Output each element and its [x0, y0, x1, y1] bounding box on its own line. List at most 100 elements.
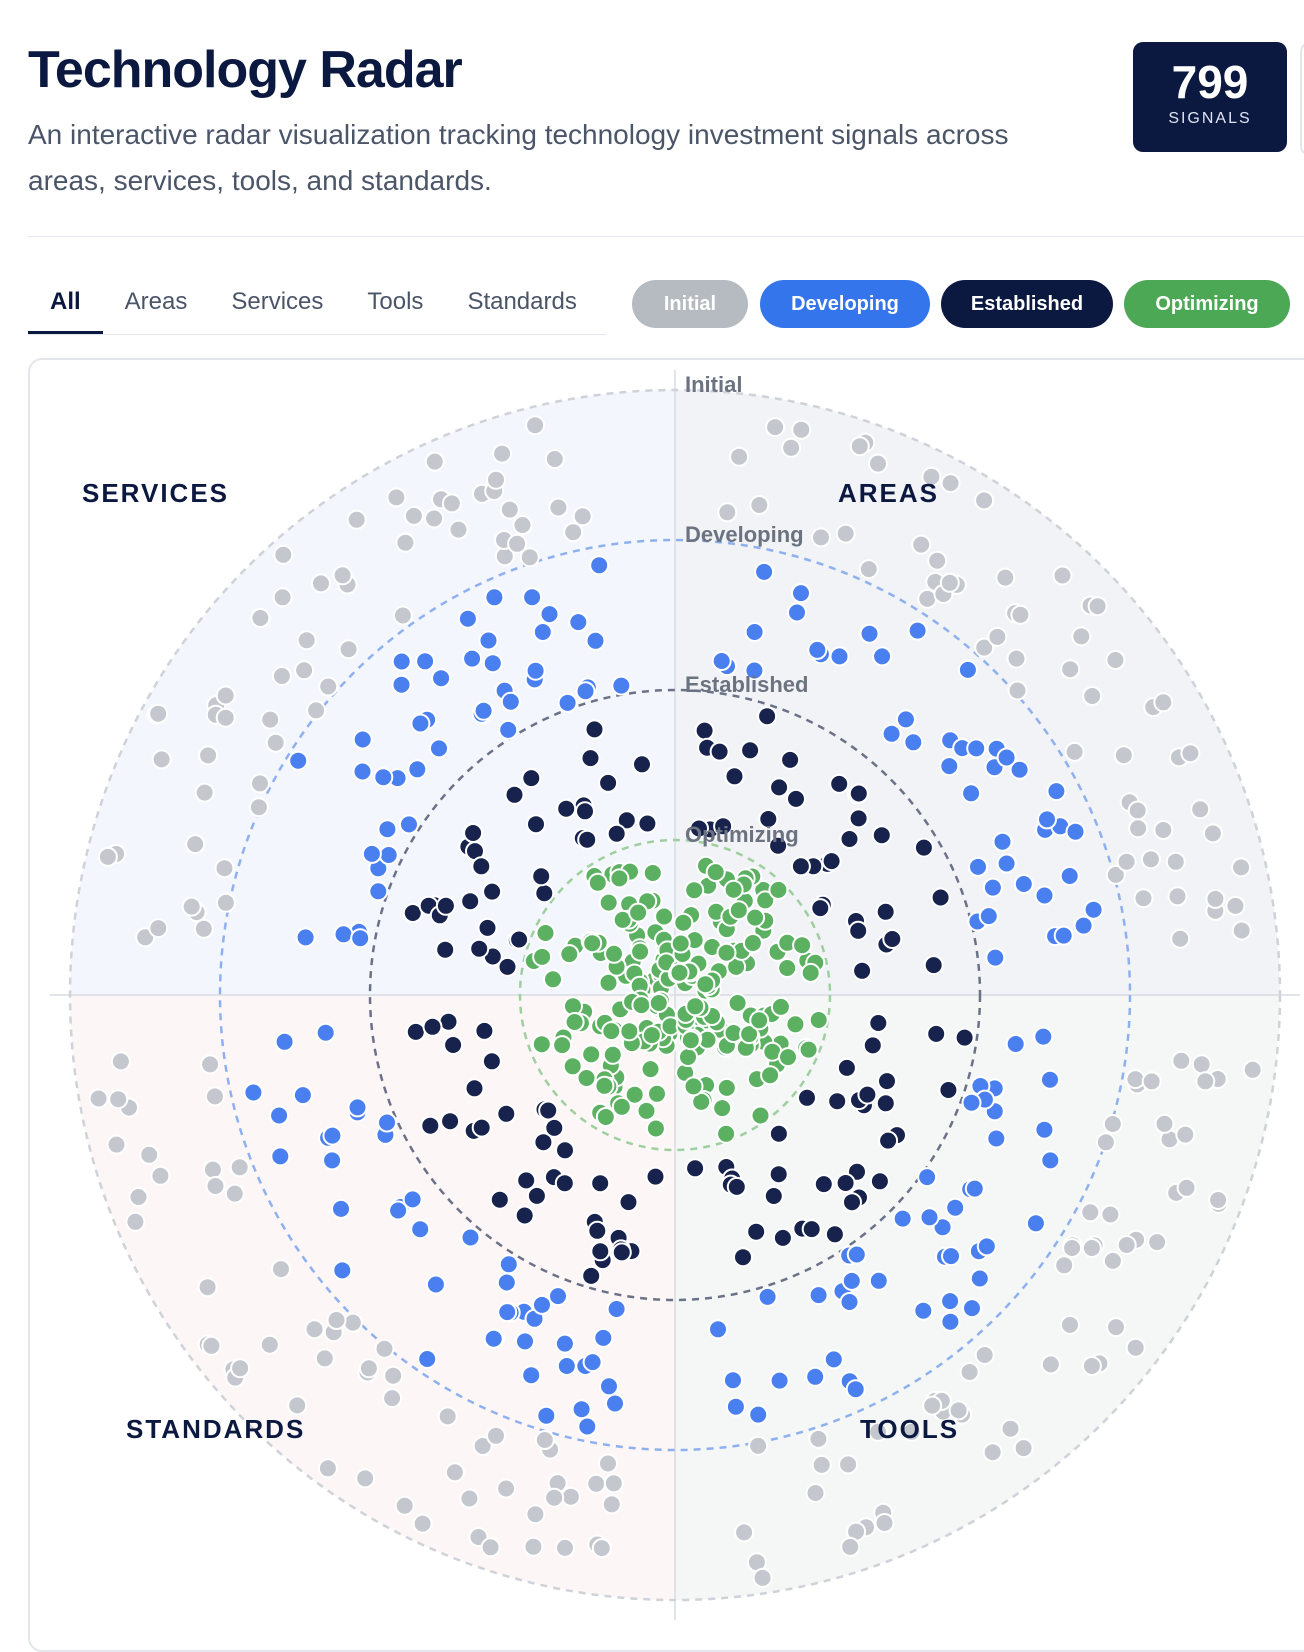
signal-dot-established[interactable]: [420, 1115, 441, 1136]
signal-dot-initial[interactable]: [874, 1513, 895, 1533]
signal-dot-developing[interactable]: [391, 651, 412, 672]
signal-dot-established[interactable]: [526, 814, 546, 835]
signal-dot-developing[interactable]: [846, 1244, 867, 1265]
signal-dot-initial[interactable]: [1006, 648, 1027, 669]
signal-dot-developing[interactable]: [1005, 1034, 1026, 1054]
signal-dot-optimizing[interactable]: [691, 1091, 712, 1112]
signal-dot-developing[interactable]: [769, 1370, 790, 1391]
signal-dot-established[interactable]: [954, 1027, 975, 1048]
signal-dot-initial[interactable]: [940, 473, 961, 494]
signal-dot-optimizing[interactable]: [684, 880, 705, 901]
signal-dot-established[interactable]: [829, 773, 850, 794]
signal-dot-developing[interactable]: [352, 761, 373, 782]
signal-dot-established[interactable]: [824, 1224, 845, 1245]
signal-dot-initial[interactable]: [748, 1435, 769, 1456]
signal-dot-established[interactable]: [878, 1130, 899, 1151]
signal-dot-established[interactable]: [848, 920, 869, 941]
signal-dot-developing[interactable]: [599, 1376, 619, 1397]
signal-dot-developing[interactable]: [711, 651, 732, 671]
signal-dot-optimizing[interactable]: [712, 1098, 733, 1119]
signal-dot-initial[interactable]: [108, 1089, 129, 1110]
signal-dot-optimizing[interactable]: [594, 1075, 615, 1096]
signal-dot-developing[interactable]: [417, 1349, 438, 1369]
signal-dot-developing[interactable]: [725, 1396, 746, 1417]
signal-dot-developing[interactable]: [845, 1379, 866, 1400]
signal-dot-initial[interactable]: [1140, 849, 1161, 870]
signal-dot-established[interactable]: [848, 808, 869, 829]
signal-dot-optimizing[interactable]: [598, 972, 619, 993]
signal-dot-initial[interactable]: [265, 732, 286, 753]
signal-dot-developing[interactable]: [515, 1331, 535, 1352]
signal-dot-developing[interactable]: [907, 620, 928, 641]
signal-dot-developing[interactable]: [723, 1370, 743, 1391]
signal-dot-developing[interactable]: [917, 1167, 938, 1188]
signal-dot-established[interactable]: [463, 823, 484, 843]
signal-dot-initial[interactable]: [911, 534, 932, 555]
signal-dot-established[interactable]: [871, 825, 892, 846]
signal-dot-developing[interactable]: [1040, 1150, 1061, 1171]
signal-dot-established[interactable]: [848, 783, 869, 804]
signal-dot-optimizing[interactable]: [785, 1014, 806, 1035]
signal-dot-optimizing[interactable]: [581, 1044, 602, 1065]
signal-dot-developing[interactable]: [996, 747, 1017, 768]
signal-dot-established[interactable]: [471, 856, 492, 877]
signal-dot-initial[interactable]: [250, 608, 271, 628]
signal-dot-initial[interactable]: [128, 1187, 149, 1207]
signal-dot-initial[interactable]: [106, 1134, 127, 1155]
signal-dot-developing[interactable]: [431, 668, 452, 689]
signal-dot-initial[interactable]: [230, 1358, 251, 1379]
signal-dot-developing[interactable]: [554, 1333, 575, 1354]
signal-dot-developing[interactable]: [985, 947, 1006, 968]
signal-dot-initial[interactable]: [995, 567, 1016, 588]
signal-dot-established[interactable]: [842, 1192, 862, 1213]
signal-dot-initial[interactable]: [1100, 1204, 1121, 1225]
signal-dot-developing[interactable]: [332, 1260, 353, 1281]
signal-dot-optimizing[interactable]: [564, 1012, 585, 1032]
signal-dot-established[interactable]: [477, 917, 498, 938]
signal-dot-established[interactable]: [836, 1057, 857, 1078]
signal-dot-developing[interactable]: [352, 729, 373, 750]
signal-dot-optimizing[interactable]: [670, 933, 691, 954]
signal-dot-initial[interactable]: [811, 1454, 832, 1475]
signal-dot-initial[interactable]: [441, 493, 462, 514]
signal-dot-initial[interactable]: [1062, 1238, 1083, 1258]
signal-dot-initial[interactable]: [346, 509, 367, 530]
signal-dot-initial[interactable]: [492, 443, 513, 464]
signal-dot-initial[interactable]: [1007, 680, 1028, 701]
signal-dot-established[interactable]: [435, 895, 456, 916]
signal-dot-established[interactable]: [580, 748, 601, 769]
signal-dot-initial[interactable]: [749, 495, 770, 515]
signal-dot-initial[interactable]: [1052, 565, 1073, 586]
signal-dot-optimizing[interactable]: [640, 1059, 661, 1080]
signal-dot-developing[interactable]: [968, 856, 988, 877]
signal-dot-initial[interactable]: [1147, 1232, 1168, 1253]
signal-dot-initial[interactable]: [486, 1425, 506, 1446]
signal-dot-developing[interactable]: [322, 1125, 343, 1146]
signal-dot-initial[interactable]: [1106, 1317, 1126, 1338]
signal-dot-established[interactable]: [497, 956, 518, 977]
signal-dot-developing[interactable]: [748, 1404, 769, 1425]
signal-dot-established[interactable]: [618, 1192, 639, 1213]
signal-dot-optimizing[interactable]: [728, 900, 749, 921]
signal-dot-optimizing[interactable]: [778, 1047, 798, 1068]
signal-dot-developing[interactable]: [919, 1207, 940, 1228]
signal-dot-established[interactable]: [821, 851, 842, 872]
signal-dot-developing[interactable]: [605, 1393, 625, 1414]
signal-dot-developing[interactable]: [859, 623, 880, 644]
signal-dot-initial[interactable]: [198, 745, 219, 766]
signal-dot-initial[interactable]: [110, 1051, 131, 1072]
signal-dot-developing[interactable]: [1034, 1119, 1055, 1140]
signal-dot-initial[interactable]: [591, 1538, 612, 1559]
signal-dot-developing[interactable]: [575, 681, 596, 702]
signal-dot-developing[interactable]: [274, 1031, 295, 1052]
signal-dot-established[interactable]: [790, 856, 811, 877]
signal-dot-optimizing[interactable]: [628, 902, 649, 923]
signal-dot-initial[interactable]: [1010, 604, 1031, 625]
signal-dot-developing[interactable]: [940, 1311, 961, 1332]
signal-dot-developing[interactable]: [986, 1128, 1007, 1149]
signal-dot-optimizing[interactable]: [716, 1123, 737, 1144]
signal-dot-initial[interactable]: [1071, 626, 1092, 647]
signal-dot-established[interactable]: [740, 740, 761, 761]
signal-dot-developing[interactable]: [498, 1254, 519, 1275]
signal-dot-initial[interactable]: [306, 700, 327, 721]
